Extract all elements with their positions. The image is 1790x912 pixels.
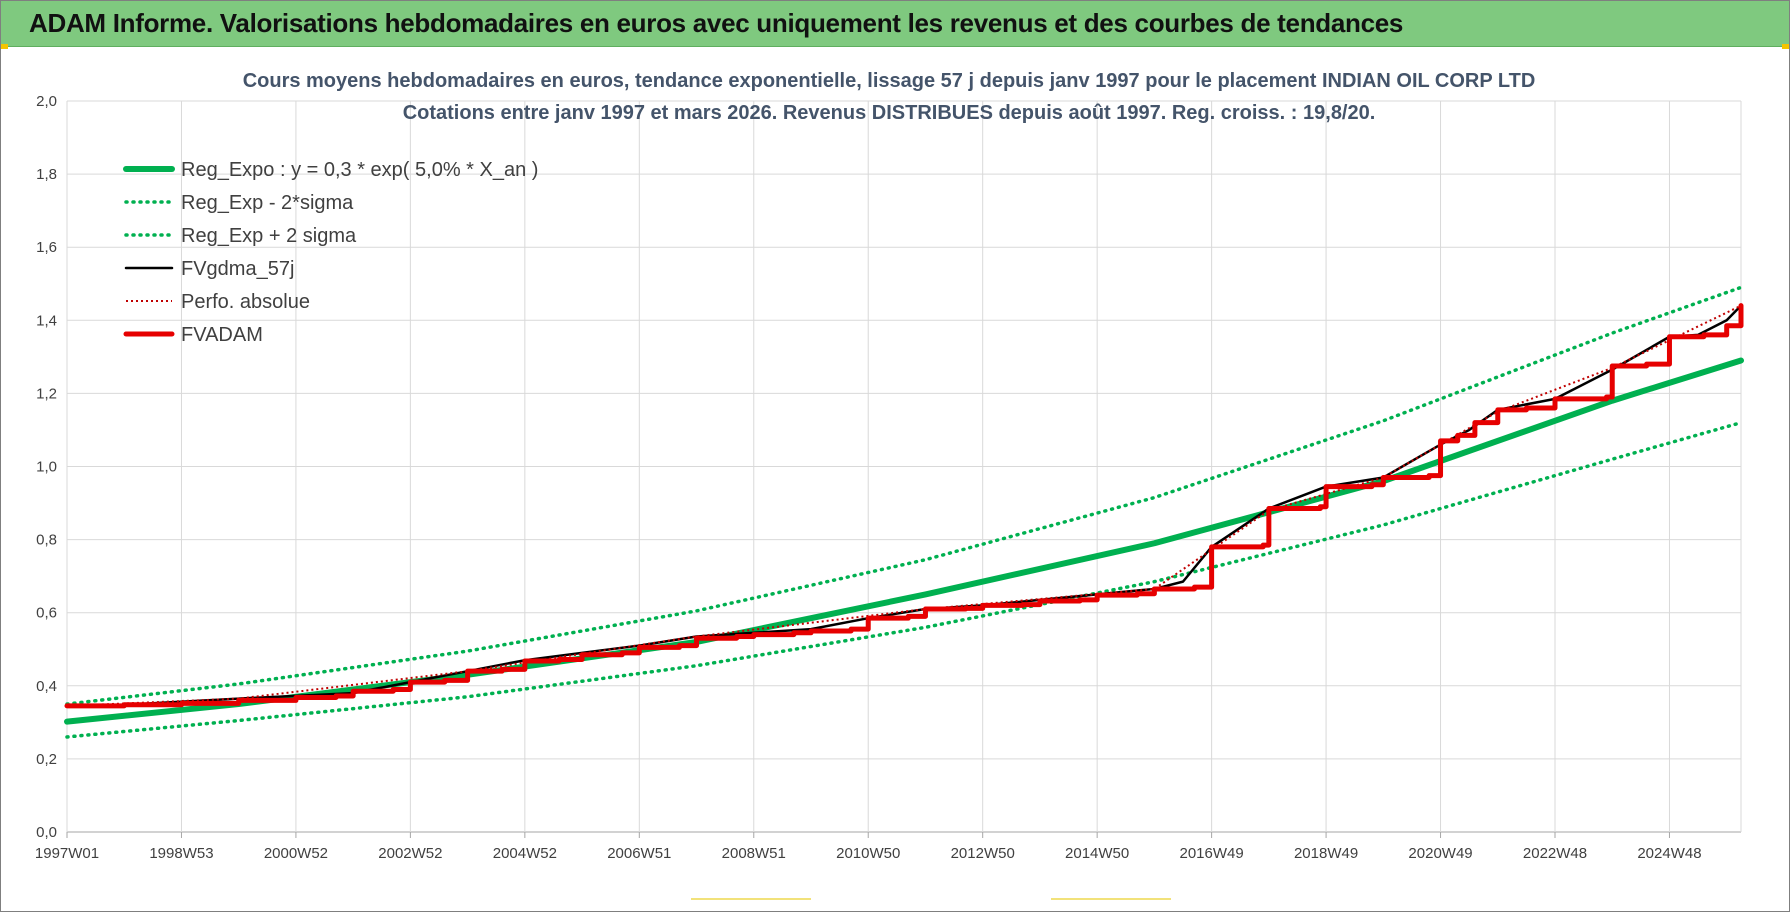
corner-marker-right <box>1782 44 1789 49</box>
legend-label: FVADAM <box>181 324 263 346</box>
corner-marker-left <box>1 44 8 49</box>
y-tick-label: 0,8 <box>36 532 57 549</box>
fvgdma-line <box>65 304 1743 708</box>
x-tick-label: 2016W49 <box>1180 845 1244 862</box>
x-tick-label: 2024W48 <box>1637 845 1701 862</box>
legend-label: Reg_Exp + 2 sigma <box>181 225 357 247</box>
x-tick-label: 2014W50 <box>1065 845 1129 862</box>
legend-label: Reg_Expo : y = 0,3 * exp( 5,0% * X_an ) <box>181 159 538 181</box>
x-tick-label: 2002W52 <box>378 845 442 862</box>
upper-band-line <box>65 285 1743 706</box>
y-tick-label: 1,8 <box>36 166 57 183</box>
x-tick-label: 2004W52 <box>493 845 557 862</box>
legend-label: Perfo. absolue <box>181 291 310 313</box>
report-header: ADAM Informe. Valorisations hebdomadaire… <box>1 1 1789 47</box>
x-axis: 1997W01 1998W53 2000W52 2002W52 2004W52 2006W… <box>35 832 1702 862</box>
y-tick-label: 2,0 <box>36 93 57 110</box>
y-tick-label: 1,2 <box>36 385 57 402</box>
fvadam-line <box>64 303 1744 709</box>
perfo-absolue-line <box>66 304 1742 707</box>
report-title: ADAM Informe. Valorisations hebdomadaire… <box>29 8 1404 38</box>
y-tick-label: 1,0 <box>36 459 57 476</box>
chart-subtitle: Cotations entre janv 1997 et mars 2026. … <box>403 102 1376 124</box>
x-tick-label: 2000W52 <box>264 845 328 862</box>
x-tick-label: 1997W01 <box>35 845 99 862</box>
series-layer <box>64 285 1744 739</box>
x-tick-label: 2012W50 <box>951 845 1015 862</box>
legend: Reg_Expo : y = 0,3 * exp( 5,0% * X_an ) R… <box>123 159 538 346</box>
legend-label: Reg_Exp - 2*sigma <box>181 192 354 214</box>
y-axis: 0,0 0,2 0,4 0,6 0,8 1,0 1,2 1,4 1,6 1,8 2,0 <box>36 93 57 841</box>
y-tick-label: 1,6 <box>36 239 57 256</box>
legend-label: FVgdma_57j <box>181 258 294 280</box>
y-tick-label: 0,6 <box>36 605 57 622</box>
chart-area: Cours moyens hebdomadaires en euros, ten… <box>35 70 1744 900</box>
x-tick-label: 1998W53 <box>149 845 213 862</box>
chart-titles: Cours moyens hebdomadaires en euros, ten… <box>243 70 1536 124</box>
chart-title: Cours moyens hebdomadaires en euros, ten… <box>243 70 1536 92</box>
x-tick-label: 2008W51 <box>722 845 786 862</box>
y-tick-label: 0,4 <box>36 678 57 695</box>
x-tick-label: 2018W49 <box>1294 845 1358 862</box>
y-tick-label: 0,0 <box>36 824 57 841</box>
x-tick-label: 2010W50 <box>836 845 900 862</box>
x-tick-label: 2022W48 <box>1523 845 1587 862</box>
x-tick-label: 2020W49 <box>1408 845 1472 862</box>
x-tick-label: 2006W51 <box>607 845 671 862</box>
y-tick-label: 0,2 <box>36 751 57 768</box>
y-tick-label: 1,4 <box>36 312 57 329</box>
